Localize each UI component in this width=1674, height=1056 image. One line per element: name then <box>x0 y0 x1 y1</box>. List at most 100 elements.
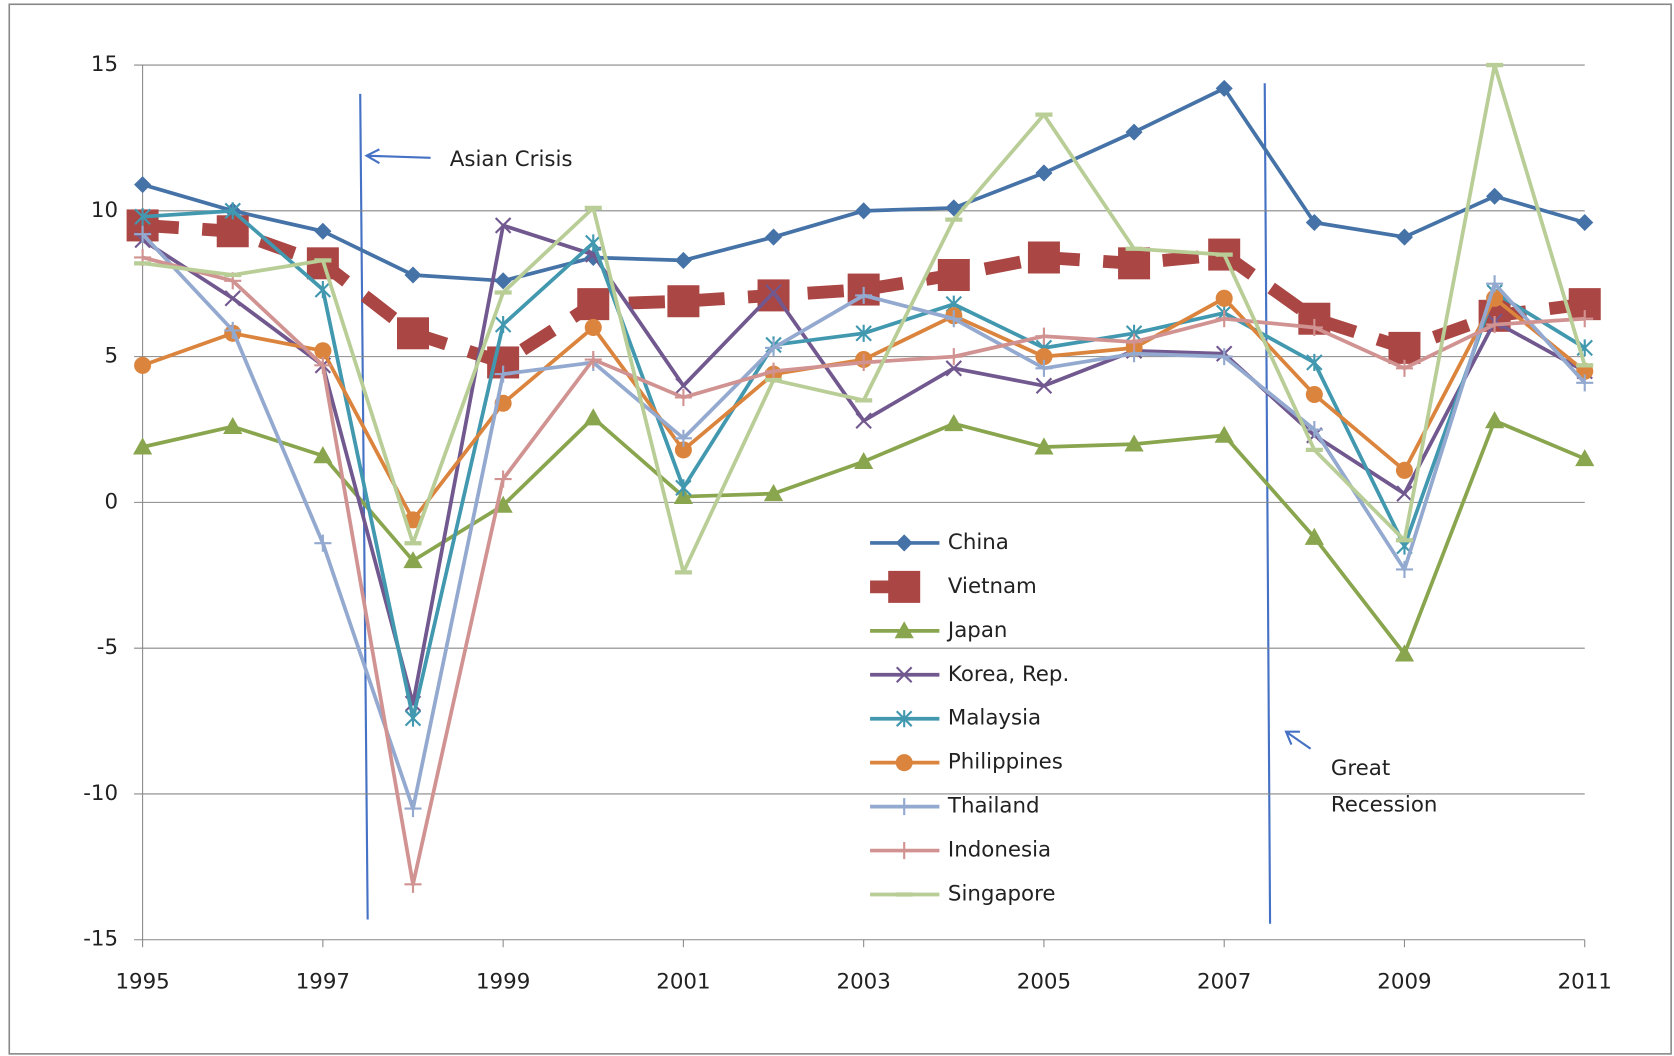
marker <box>1035 348 1053 366</box>
marker <box>404 266 422 284</box>
recession-line <box>1263 83 1272 924</box>
marker <box>667 285 700 318</box>
legend-marker <box>894 621 914 639</box>
marker <box>313 446 333 464</box>
marker <box>1215 348 1233 366</box>
marker <box>494 217 512 234</box>
marker <box>1305 420 1323 439</box>
legend-marker <box>895 754 913 772</box>
y-tick-label: -10 <box>83 781 118 806</box>
marker <box>1035 164 1053 182</box>
marker <box>1034 437 1054 455</box>
series <box>134 248 1594 893</box>
marker <box>1304 527 1324 545</box>
legend-label: Thailand <box>947 794 1040 819</box>
crisis-arrow <box>364 148 431 165</box>
legend-label: China <box>948 530 1009 555</box>
legend-label: Indonesia <box>948 838 1051 863</box>
marker <box>585 234 602 252</box>
annotation: Great Recession <box>1331 756 1438 817</box>
marker <box>1124 434 1144 452</box>
marker <box>765 362 783 380</box>
marker <box>855 324 872 342</box>
marker <box>404 875 422 893</box>
marker <box>944 414 964 432</box>
marker <box>674 441 692 459</box>
marker <box>1485 411 1505 429</box>
marker <box>314 356 332 374</box>
marker <box>1306 353 1323 371</box>
x-tick-label: 2005 <box>1017 969 1071 994</box>
marker <box>1215 79 1233 97</box>
marker <box>584 351 602 369</box>
marker <box>584 318 602 336</box>
marker <box>314 222 332 240</box>
marker <box>404 800 422 818</box>
legend-label: Philippines <box>948 750 1063 775</box>
crisis-line <box>359 93 369 920</box>
marker <box>945 360 963 377</box>
legend-marker <box>895 666 913 683</box>
marker <box>674 388 692 406</box>
marker <box>1388 331 1421 364</box>
marker <box>224 321 242 339</box>
marker <box>675 479 692 497</box>
x-tick-label: 1999 <box>476 969 530 994</box>
marker <box>1395 359 1413 377</box>
x-tick-label: 2003 <box>837 969 891 994</box>
x-tick-label: 2009 <box>1377 969 1431 994</box>
marker <box>1215 310 1233 328</box>
x-tick-label: 2007 <box>1197 969 1251 994</box>
x-tick-label: 1997 <box>296 969 350 994</box>
legend-label: Japan <box>946 618 1008 643</box>
marker <box>133 437 153 455</box>
marker <box>314 281 332 299</box>
marker <box>1214 425 1234 443</box>
marker <box>674 429 692 447</box>
marker <box>1396 485 1413 502</box>
marker <box>765 284 782 301</box>
y-tick-label: -15 <box>83 927 118 952</box>
marker <box>583 408 603 426</box>
marker <box>937 258 970 291</box>
marker <box>1395 560 1413 578</box>
marker <box>1576 213 1594 232</box>
chart-border <box>8 3 1672 1055</box>
legend-label: Korea, Rep. <box>948 662 1069 687</box>
marker <box>134 208 151 226</box>
x-tick-label: 1995 <box>115 969 169 994</box>
marker <box>945 348 963 366</box>
legend-marker <box>888 570 921 603</box>
annotation-lines <box>359 83 1312 924</box>
series-line <box>142 219 1586 369</box>
marker <box>134 225 152 243</box>
recession-arrow <box>1284 730 1312 750</box>
marker <box>1035 377 1053 394</box>
marker <box>314 342 332 360</box>
marker <box>1027 241 1060 274</box>
legend-marker <box>895 534 913 552</box>
y-tick-label: 10 <box>91 198 118 223</box>
marker <box>855 286 873 304</box>
marker <box>1035 327 1053 345</box>
y-tick-label: 15 <box>91 52 118 77</box>
legend-marker <box>895 842 913 860</box>
marker <box>1035 359 1053 377</box>
marker <box>765 339 783 357</box>
y-tick-label: -5 <box>97 635 118 660</box>
legend-label: Vietnam <box>948 574 1037 599</box>
marker <box>1576 310 1594 328</box>
marker <box>224 202 241 220</box>
legend-label: Singapore <box>948 882 1056 907</box>
marker <box>763 484 784 502</box>
x-tick-label: 2001 <box>656 969 710 994</box>
annotation: Asian Crisis <box>450 147 573 172</box>
marker <box>314 534 332 552</box>
marker <box>1486 275 1504 293</box>
marker <box>1395 461 1413 479</box>
marker <box>134 356 152 374</box>
legend-marker <box>895 798 913 816</box>
marker <box>1118 247 1151 280</box>
marker <box>855 412 872 429</box>
